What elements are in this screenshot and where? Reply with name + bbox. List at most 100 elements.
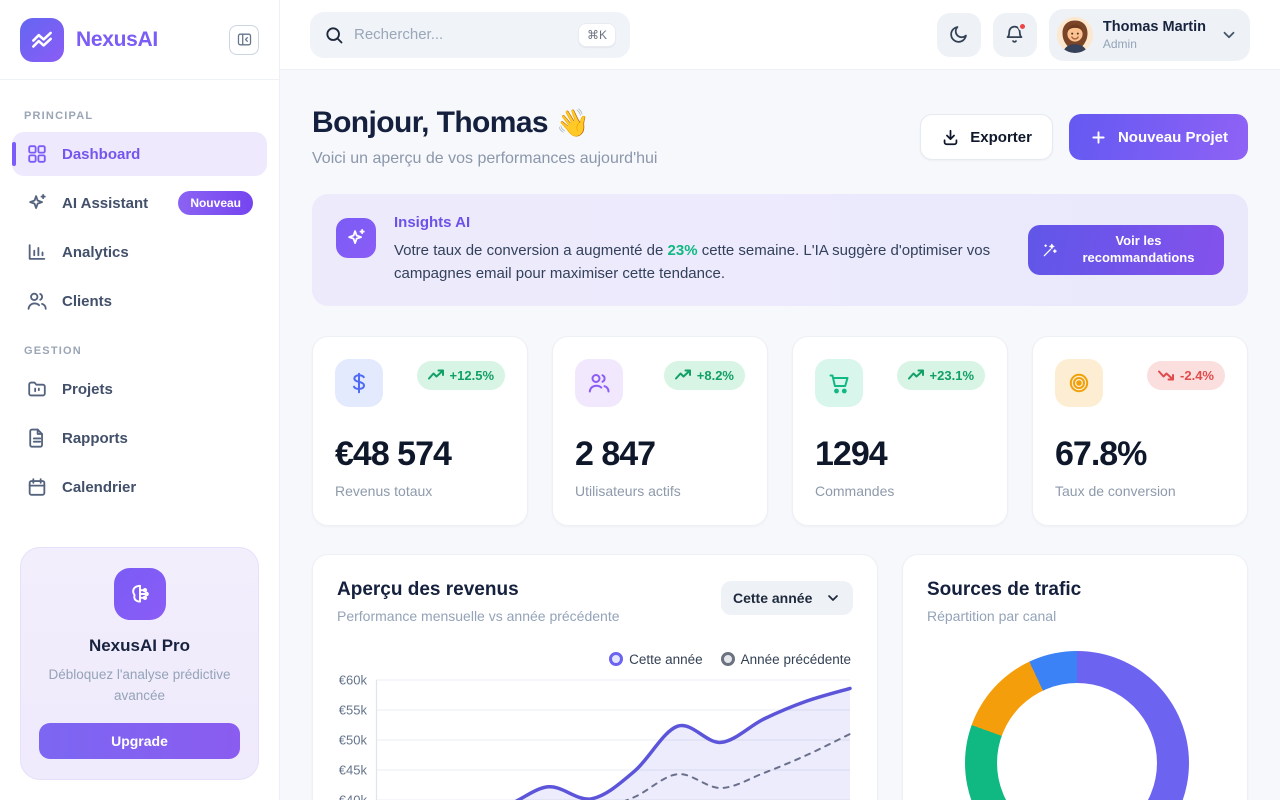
chart-title: Aperçu des revenus <box>337 578 519 600</box>
download-icon <box>943 129 958 145</box>
pro-card-title: NexusAI Pro <box>88 636 191 656</box>
revenue-chart-card: Aperçu des revenus Performance mensuelle… <box>312 553 878 800</box>
legend-dot <box>720 652 735 666</box>
legend-item-current[interactable]: Cette année <box>609 652 703 667</box>
stat-card-conversion: -2.4% 67.8% Taux de conversion <box>1032 335 1248 526</box>
notifications-button[interactable] <box>992 12 1037 57</box>
sidebar-item-label: Analytics <box>62 243 129 261</box>
upgrade-button[interactable]: Upgrade <box>39 723 240 759</box>
sparkles-icon <box>336 218 376 258</box>
insight-highlight: 23% <box>667 242 698 259</box>
app-name: NexusAI <box>76 27 158 51</box>
period-select[interactable]: Cette année <box>721 580 853 615</box>
greeting-row: Bonjour, Thomas 👋 Voici un aperçu de vos … <box>312 106 1248 168</box>
sidebar-item-projets[interactable]: Projets <box>12 367 267 411</box>
pro-upsell-card: NexusAI Pro Débloquez l'analyse prédicti… <box>20 547 259 780</box>
active-indicator <box>12 142 16 166</box>
main-content: Bonjour, Thomas 👋 Voici un aperçu de vos … <box>280 70 1280 800</box>
sidebar-item-label: Rapports <box>62 429 128 447</box>
trending-up-icon <box>907 369 924 380</box>
export-button[interactable]: Exporter <box>920 114 1053 160</box>
nav-section-label: PRINCIPAL <box>24 110 94 122</box>
trend-badge: +23.1% <box>896 360 985 390</box>
stat-value: €48 574 <box>335 434 452 473</box>
sidebar-collapse-button[interactable] <box>229 24 259 55</box>
topbar-actions: Thomas Martin Admin <box>936 8 1250 61</box>
sidebar-item-analytics[interactable]: Analytics <box>12 230 267 274</box>
moon-icon <box>950 26 968 43</box>
traffic-chart-card: Sources de trafic Répartition par canal <box>902 553 1248 800</box>
trending-up-icon <box>427 369 444 380</box>
trending-up-icon <box>674 369 691 380</box>
page-subtitle: Voici un aperçu de vos performances aujo… <box>312 150 658 167</box>
stat-card-users: +8.2% 2 847 Utilisateurs actifs <box>552 335 768 526</box>
wave-emoji: 👋 <box>556 108 590 138</box>
dashboard-icon <box>26 143 48 165</box>
stat-label: Commandes <box>815 482 895 499</box>
avatar <box>1056 16 1093 53</box>
header-actions: Exporter Nouveau Projet <box>920 114 1248 160</box>
sidebar-item-label: Projets <box>62 380 113 398</box>
dollar-icon <box>335 358 383 407</box>
insight-banner: Insights AI Votre taux de conversion a a… <box>312 194 1248 306</box>
sidebar-item-label: Dashboard <box>62 145 141 163</box>
chart-subtitle: Performance mensuelle vs année précédent… <box>337 607 620 624</box>
users-icon <box>26 290 48 312</box>
insight-title: Insights AI <box>394 214 471 231</box>
sidebar-item-rapports[interactable]: Rapports <box>12 416 267 460</box>
svg-text:€50k: €50k <box>339 732 368 747</box>
user-name: Thomas Martin <box>1102 18 1206 35</box>
user-menu[interactable]: Thomas Martin Admin <box>1048 8 1250 61</box>
cart-icon <box>815 358 863 407</box>
notification-dot <box>1017 21 1027 31</box>
folder-icon <box>26 378 48 400</box>
recommendations-button[interactable]: Voir les recommandations <box>1028 224 1224 275</box>
new-project-button[interactable]: Nouveau Projet <box>1068 114 1248 160</box>
chevron-down-icon <box>828 594 838 601</box>
sidebar-item-label: Calendrier <box>62 478 137 496</box>
search-icon <box>326 26 343 43</box>
svg-text:€40k: €40k <box>339 792 368 800</box>
trend-badge: +12.5% <box>416 360 505 390</box>
keyboard-shortcut-badge: ⌘K <box>577 22 616 47</box>
sidebar-item-label: AI Assistant <box>62 194 149 212</box>
legend-item-previous[interactable]: Année précédente <box>720 652 851 667</box>
brain-icon <box>113 568 166 621</box>
sidebar-item-clients[interactable]: Clients <box>12 279 267 323</box>
chart-title: Sources de trafic <box>927 578 1082 600</box>
sidebar-nav: PRINCIPAL Dashboard AI Assistant Nouveau… <box>0 80 279 547</box>
nav-section-label: GESTION <box>24 345 82 357</box>
sidebar: NexusAI PRINCIPAL Dashboard AI Assistant… <box>0 0 280 800</box>
sidebar-item-calendrier[interactable]: Calendrier <box>12 465 267 509</box>
chevron-down-icon <box>1220 26 1238 44</box>
trend-badge: -2.4% <box>1147 360 1225 390</box>
file-text-icon <box>26 427 48 449</box>
legend-dot <box>609 652 624 666</box>
wand-icon <box>1043 243 1057 257</box>
target-icon <box>1055 358 1103 407</box>
new-badge: Nouveau <box>178 191 253 215</box>
svg-text:€60k: €60k <box>339 672 368 687</box>
insight-text: Votre taux de conversion a augmenté de 2… <box>394 242 991 283</box>
stat-label: Utilisateurs actifs <box>575 482 681 499</box>
insight-body: Insights AI Votre taux de conversion a a… <box>394 214 1010 286</box>
stats-row: +12.5% €48 574 Revenus totaux +8.2% 2 84… <box>312 335 1248 526</box>
dark-mode-button[interactable] <box>936 12 981 57</box>
svg-text:€45k: €45k <box>339 762 368 777</box>
chart-subtitle: Répartition par canal <box>927 607 1057 624</box>
trending-down-icon <box>1158 370 1175 381</box>
search-input[interactable] <box>354 26 568 43</box>
logo-row: NexusAI <box>0 0 279 80</box>
charts-row: Aperçu des revenus Performance mensuelle… <box>312 553 1248 800</box>
chart-legend: Cette année Année précédente <box>609 652 851 667</box>
sidebar-item-dashboard[interactable]: Dashboard <box>12 132 267 176</box>
stat-value: 2 847 <box>575 434 656 473</box>
sidebar-item-ai-assistant[interactable]: AI Assistant Nouveau <box>12 181 267 225</box>
bell-icon <box>1007 25 1023 43</box>
stat-label: Taux de conversion <box>1055 482 1176 499</box>
page-title: Bonjour, Thomas 👋 <box>312 106 590 139</box>
panel-collapse-icon <box>237 33 251 46</box>
topbar: ⌘K Thomas Martin <box>280 0 1280 70</box>
app-logo-icon <box>20 17 64 62</box>
sidebar-item-label: Clients <box>62 292 113 310</box>
